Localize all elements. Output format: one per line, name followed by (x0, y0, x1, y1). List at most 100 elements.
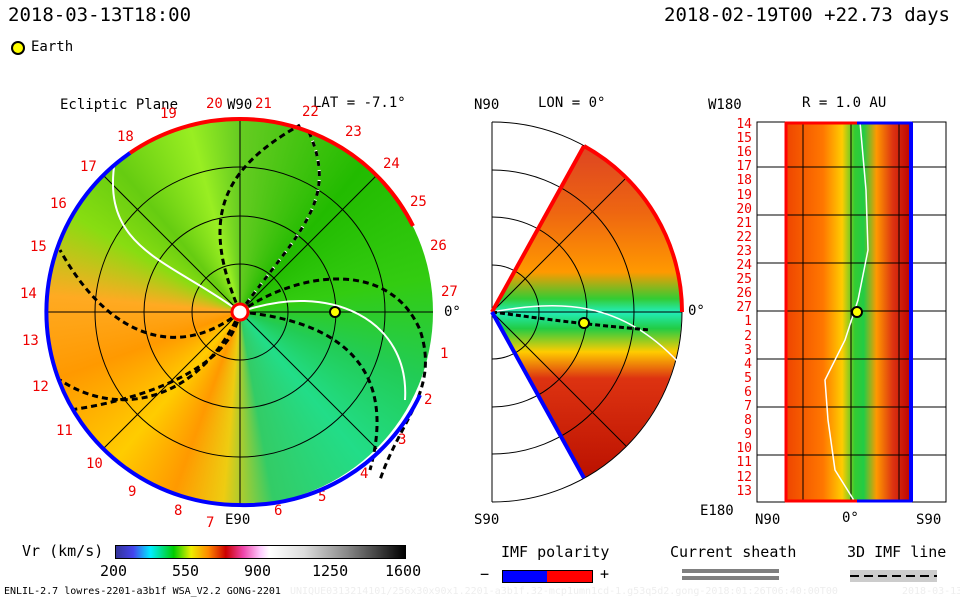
r-panel-y-tick: 24 (736, 258, 752, 273)
r-panel-s90: S90 (916, 512, 942, 528)
r-panel-y-tick: 25 (736, 272, 752, 288)
imf-spiral-lines (58, 123, 427, 481)
ecliptic-lat: LAT = -7.1° (313, 95, 406, 111)
r-panel-y-tick: 22 (736, 229, 752, 245)
carrington-label: 7 (206, 515, 215, 531)
earth-marker-meridional (578, 317, 590, 329)
carrington-label: 21 (255, 96, 272, 112)
r-panel-y-tick: 10 (736, 441, 752, 457)
r-panel-y-tick: 5 (744, 370, 752, 386)
velocity-colorbar (115, 545, 406, 559)
r-panel-y-tick: 11 (736, 455, 752, 471)
colorbar-tick: 1600 (385, 562, 422, 580)
carrington-label: 3 (398, 432, 407, 448)
meridional-n90: N90 (474, 97, 500, 113)
meridional-s90: S90 (474, 512, 500, 528)
sun-icon (230, 302, 250, 322)
r-panel-y-tick: 23 (736, 243, 752, 259)
r-panel-w180: W180 (708, 97, 742, 113)
ecliptic-0deg: 0° (444, 304, 461, 320)
r-panel-y-tick: 19 (736, 187, 752, 203)
run-id: UNIQUE0313214101/256x30x90x1.2201-a3b1f.… (290, 586, 838, 597)
run-date: 2018-03-13 (902, 586, 960, 597)
current-time: 2018-03-13T18:00 (8, 4, 192, 26)
r-panel-y-tick: 17 (736, 159, 752, 175)
colorbar-tick: 900 (244, 562, 272, 580)
carrington-label: 1 (440, 346, 449, 362)
model-info: ENLIL-2.7 lowres-2201-a3b1f WSA_V2.2 GON… (4, 586, 281, 597)
ecliptic-title: Ecliptic Plane (60, 97, 179, 113)
carrington-label: 11 (56, 423, 73, 439)
r-panel-y-tick: 9 (744, 427, 752, 443)
current-sheath-line (491, 305, 679, 363)
current-sheath-legend-line (682, 569, 779, 573)
colorbar-tick: 200 (100, 562, 128, 580)
imf-polarity-ring-negative (44, 151, 241, 508)
r-panel-title: R = 1.0 AU (802, 95, 887, 111)
colorbar-label: Vr (km/s) (22, 542, 104, 560)
earth-legend-icon (11, 41, 25, 55)
carrington-label: 5 (318, 489, 327, 505)
r-panel-y-tick: 26 (736, 286, 752, 302)
carrington-label: 12 (32, 379, 49, 395)
r-panel-y-tick: 8 (744, 413, 752, 429)
r-panel-y-tick: 21 (736, 215, 752, 231)
carrington-label: 13 (22, 333, 39, 349)
imf-positive-swatch (547, 570, 593, 583)
carrington-label: 8 (174, 503, 183, 519)
carrington-label: 22 (302, 104, 319, 120)
ecliptic-w90: W90 (227, 97, 253, 113)
r-panel-y-tick: 4 (744, 356, 752, 372)
current-sheath-title: Current sheath (670, 543, 797, 561)
carrington-label: 23 (345, 124, 362, 140)
r-panel-y-tick: 2 (744, 328, 752, 344)
imf-polarity-ring-positive (128, 116, 241, 155)
current-sheath-line (824, 121, 869, 503)
earth-marker-r-panel (851, 306, 863, 318)
current-sheath-legend-line (682, 576, 779, 580)
earth-marker-ecliptic (329, 306, 341, 318)
colorbar-tick: 1250 (312, 562, 349, 580)
imf-line-title: 3D IMF line (847, 543, 947, 561)
earth-legend-label: Earth (31, 39, 74, 55)
r-panel-y-tick: 18 (736, 173, 752, 189)
carrington-label: 6 (274, 503, 283, 519)
imf-plus: + (600, 565, 610, 583)
imf-polarity-ring-positive (239, 116, 415, 227)
r-panel-y-tick: 3 (744, 342, 752, 358)
carrington-label: 16 (50, 196, 67, 212)
reference-time: 2018-02-19T00 +22.73 days (664, 4, 950, 26)
carrington-label: 24 (383, 156, 400, 172)
imf-field-line (491, 310, 651, 332)
imf-polarity-ring-negative (239, 394, 422, 508)
imf-negative-swatch (502, 570, 547, 583)
current-sheath-line (112, 159, 241, 313)
carrington-label: 17 (80, 159, 97, 175)
r-panel-e180: E180 (700, 503, 734, 519)
carrington-label: 9 (128, 484, 137, 500)
r-panel-y-tick: 13 (736, 483, 752, 499)
r-panel-n90: N90 (755, 512, 781, 528)
carrington-label: 25 (410, 194, 427, 210)
carrington-label: 4 (360, 466, 369, 482)
r-panel-y-tick: 6 (744, 384, 752, 400)
r-panel-y-tick: 27 (736, 300, 752, 316)
carrington-label: 19 (160, 106, 177, 122)
carrington-label: 18 (117, 129, 134, 145)
meridional-0deg: 0° (688, 303, 705, 319)
r-panel-y-tick: 16 (736, 145, 752, 161)
imf-minus: − (480, 565, 490, 583)
ecliptic-e90: E90 (225, 512, 251, 528)
carrington-label: 10 (86, 456, 103, 472)
r-panel-y-tick: 1 (744, 314, 752, 330)
current-sheath-line (239, 299, 407, 401)
carrington-label: 27 (441, 284, 458, 300)
meridional-title: LON = 0° (538, 95, 606, 111)
colorbar-tick: 550 (172, 562, 200, 580)
carrington-label: 14 (20, 286, 37, 302)
carrington-label: 20 (206, 96, 223, 112)
r-panel-heatmap (785, 122, 912, 502)
carrington-label: 15 (30, 239, 47, 255)
carrington-label: 2 (424, 392, 433, 408)
